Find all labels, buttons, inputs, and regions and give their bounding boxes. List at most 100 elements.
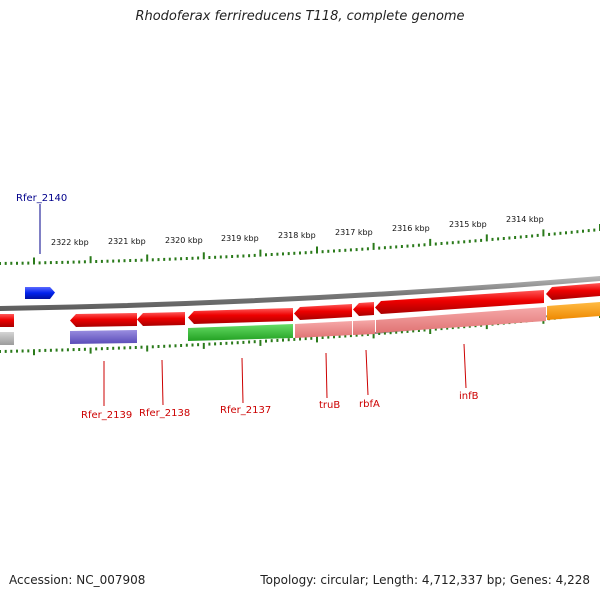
upper-scale-minor-tick (0, 262, 1, 265)
gene-label-infb[interactable]: infB (459, 391, 479, 402)
gene-label-rfer-2138[interactable]: Rfer_2138 (139, 408, 190, 419)
upper-scale-minor-tick (168, 257, 171, 261)
cog-box-rbfa (353, 320, 375, 335)
upper-scale-minor-tick (242, 254, 245, 258)
upper-scale-minor-tick (123, 259, 126, 263)
scale-label-2320: 2320 kbp (165, 236, 203, 245)
lower-scale-minor-tick (440, 327, 443, 331)
lower-scale-minor-tick (310, 336, 313, 340)
upper-scale-minor-tick (440, 242, 443, 245)
lower-scale-minor-tick (61, 348, 64, 352)
lower-scale-minor-tick (140, 345, 143, 349)
upper-scale-minor-tick (531, 234, 534, 238)
lower-scale-minor-tick (10, 349, 13, 353)
gene-arrow-rfer-2139[interactable] (70, 313, 137, 327)
lower-scale-minor-tick (338, 334, 341, 338)
upper-scale-major-tick (146, 254, 149, 262)
lower-scale-minor-tick (49, 348, 52, 352)
upper-scale-minor-tick (361, 247, 364, 251)
upper-scale-minor-tick (265, 253, 267, 257)
upper-scale-minor-tick (174, 257, 177, 261)
upper-scale-minor-tick (587, 229, 590, 233)
cog-box-infb (376, 307, 546, 333)
lower-scale-minor-tick (197, 343, 200, 347)
gene-arrow-rfer-2138[interactable] (137, 312, 185, 326)
gene-arrow-left-edge[interactable] (0, 314, 14, 327)
upper-scale-minor-tick (10, 261, 13, 265)
lower-scale-minor-tick (389, 331, 392, 335)
scale-label-2319: 2319 kbp (221, 234, 259, 243)
upper-scale-minor-tick (112, 259, 115, 263)
gene-label-rbfa[interactable]: rbfA (359, 399, 380, 410)
upper-scale-minor-tick (593, 228, 596, 232)
gene-arrow-infb[interactable] (375, 290, 544, 314)
upper-scale-minor-tick (389, 245, 392, 249)
connector-rbfa (365, 349, 369, 396)
upper-scale-minor-tick (480, 238, 483, 242)
scale-label-2322: 2322 kbp (51, 238, 89, 247)
lower-scale-minor-tick (253, 340, 256, 344)
lower-scale-minor-tick (417, 329, 420, 332)
upper-scale-minor-tick (293, 251, 296, 255)
upper-scale-major-tick (542, 229, 545, 237)
lower-scale-minor-tick (400, 330, 403, 334)
map-title: Rhodoferax ferrireducens T118, complete … (135, 9, 465, 24)
upper-scale-minor-tick (570, 230, 573, 234)
gene-label-rfer-2137[interactable]: Rfer_2137 (220, 405, 271, 416)
connector-infb (463, 343, 467, 389)
lower-scale-minor-tick (412, 329, 415, 333)
lower-scale-minor-tick (185, 343, 188, 347)
gene-arrow-rfer-2137[interactable] (188, 308, 293, 324)
lower-scale-minor-tick (321, 336, 324, 339)
upper-scale-minor-tick (270, 253, 273, 256)
upper-scale-minor-tick (565, 231, 567, 235)
upper-scale-minor-tick (106, 259, 109, 263)
lower-scale-minor-tick (83, 347, 86, 351)
upper-scale-major-tick (429, 238, 432, 246)
lower-scale-minor-tick (231, 341, 234, 345)
upper-scale-minor-tick (276, 252, 279, 256)
lower-scale-minor-tick (265, 339, 267, 343)
gene-arrow-rbfa[interactable] (353, 302, 374, 316)
gene-label-rfer-2139[interactable]: Rfer_2139 (81, 410, 132, 421)
upper-scale-major-tick (33, 257, 35, 265)
upper-scale-minor-tick (197, 256, 200, 260)
upper-scale-minor-tick (519, 235, 522, 239)
upper-scale-minor-tick (446, 241, 449, 245)
lower-scale-minor-tick (100, 347, 103, 351)
upper-scale-minor-tick (44, 261, 47, 265)
lower-scale-minor-tick (344, 334, 347, 338)
upper-scale-minor-tick (16, 261, 18, 265)
upper-scale-minor-tick (525, 235, 528, 238)
upper-scale-minor-tick (514, 236, 517, 239)
lower-scale-minor-tick (191, 343, 194, 347)
cog-box-right-edge (547, 302, 600, 320)
upper-scale-minor-tick (412, 244, 415, 248)
gene-label-trub[interactable]: truB (319, 400, 340, 411)
lower-scale-minor-tick (434, 327, 437, 331)
upper-scale-minor-tick (327, 249, 330, 253)
upper-scale-minor-tick (333, 249, 335, 253)
upper-scale-minor-tick (366, 247, 369, 251)
upper-scale-minor-tick (248, 254, 251, 258)
lower-scale-minor-tick (355, 333, 358, 337)
cog-box-trub (295, 321, 352, 338)
lower-scale-minor-tick (117, 346, 120, 350)
lower-scale-minor-tick (423, 328, 426, 332)
cog-box-left-edge (0, 332, 14, 345)
upper-scale-minor-tick (468, 239, 471, 243)
upper-scale-minor-tick (191, 256, 194, 260)
gene-arrow-trub[interactable] (294, 304, 352, 320)
lower-scale-minor-tick (174, 344, 177, 348)
upper-scale-minor-tick (134, 258, 137, 262)
upper-scale-minor-tick (219, 255, 222, 259)
lower-scale-minor-tick (451, 326, 454, 330)
gene-label-rfer-2140[interactable]: Rfer_2140 (16, 193, 67, 204)
lower-scale-major-tick (33, 349, 35, 356)
lower-scale-major-tick (316, 336, 318, 343)
upper-scale-minor-tick (553, 232, 556, 236)
lower-scale-minor-tick (78, 348, 81, 351)
lower-scale-minor-tick (72, 348, 75, 352)
gene-arrow-rfer-2140[interactable] (25, 287, 55, 299)
gene-arrow-right-edge[interactable] (546, 283, 600, 300)
